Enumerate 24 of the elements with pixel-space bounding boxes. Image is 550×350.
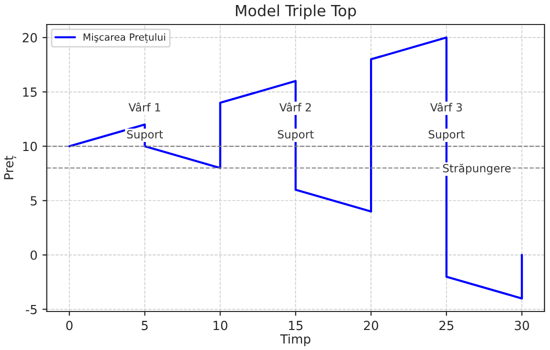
annotation: Străpungere bbox=[443, 164, 511, 175]
x-tick-label: 30 bbox=[514, 320, 529, 330]
y-tick-label: 20 bbox=[22, 33, 37, 42]
x-tick-label: 10 bbox=[214, 320, 228, 330]
x-tick-label: 15 bbox=[289, 320, 302, 330]
annotation: Suport bbox=[428, 130, 465, 141]
y-tick-label: 15 bbox=[23, 88, 37, 97]
annotation: Vârf 3 bbox=[430, 102, 462, 112]
x-tick-label: 5 bbox=[142, 320, 148, 330]
y-axis-title: Preț bbox=[4, 156, 16, 180]
annotation: Suport bbox=[278, 130, 314, 141]
x-tick-label: 20 bbox=[364, 320, 378, 330]
legend-label: Mişcarea Prețului bbox=[84, 33, 166, 43]
x-axis-title: Timp bbox=[280, 334, 310, 346]
y-tick-label: 0 bbox=[30, 250, 37, 260]
x-tick-label: 25 bbox=[439, 320, 454, 330]
annotation: Suport bbox=[127, 130, 163, 141]
x-tick-label: 0 bbox=[66, 320, 73, 330]
annotation: Vârf 2 bbox=[279, 102, 311, 112]
y-tick-label: -5 bbox=[26, 304, 37, 314]
y-tick-label: 5 bbox=[30, 196, 37, 206]
annotation: Vârf 1 bbox=[128, 102, 160, 112]
y-tick-label: 10 bbox=[23, 142, 37, 152]
chart-title: Model Triple Top bbox=[236, 4, 356, 20]
